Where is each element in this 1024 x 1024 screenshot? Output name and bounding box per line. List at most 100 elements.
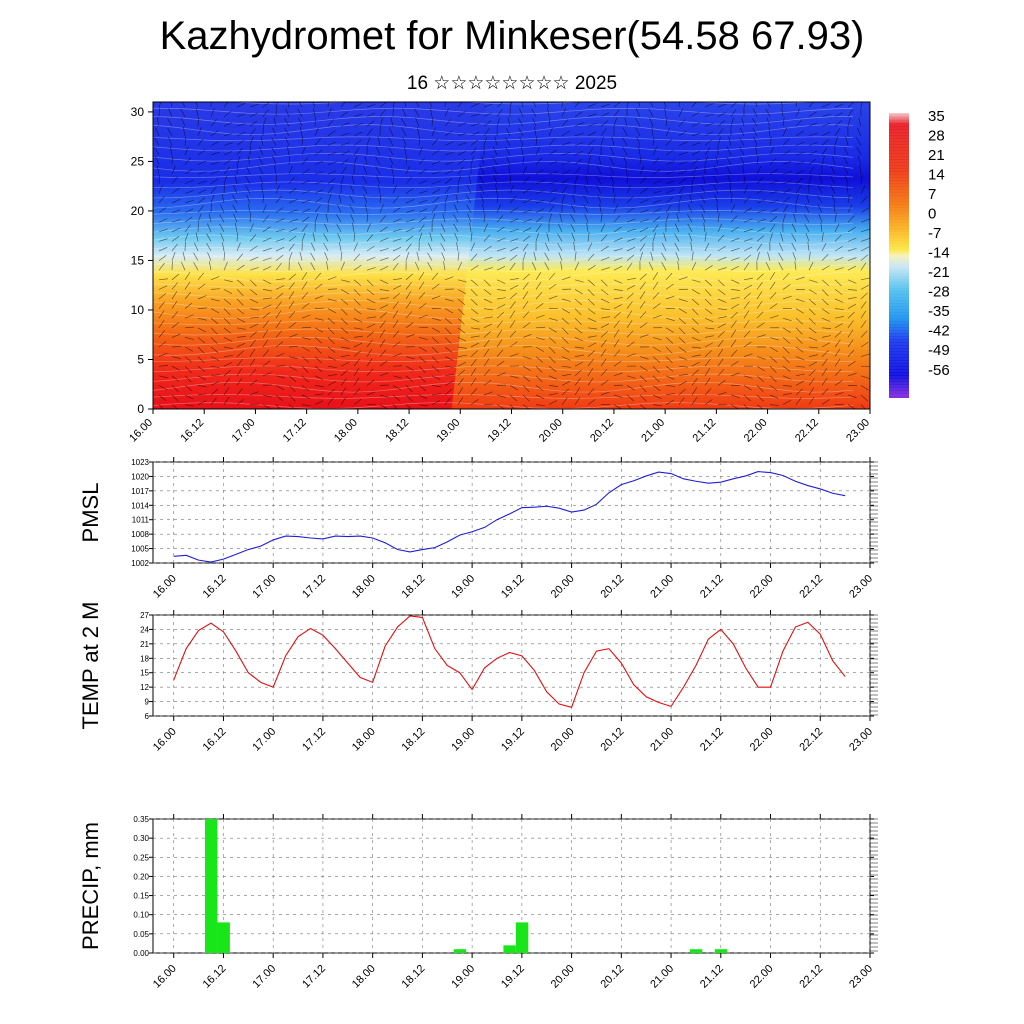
wind-barb [340,361,350,367]
wind-barb [756,177,764,185]
precip-bar [217,922,230,953]
wind-barb [782,392,792,396]
wind-barb [262,204,267,213]
x-tick-label: 16.12 [201,726,229,754]
wind-barb [223,251,226,261]
wind-barb [561,194,566,204]
wind-barb [600,267,610,271]
wind-barb [492,156,498,165]
wind-barb [301,216,310,223]
wind-barb [197,337,206,344]
wind-barb [288,385,296,393]
wind-barb [366,223,371,232]
wind-barb [804,204,810,213]
wind-barb [349,204,355,213]
wind-barb [626,320,633,328]
wind-barb [638,146,641,156]
wind-barb [704,155,708,165]
wind-barb [169,146,173,156]
wind-barb [769,232,773,242]
wind-barb [795,169,805,175]
wind-barb [236,113,246,117]
wind-barb [275,352,285,357]
wind-barb [349,195,355,204]
wind-barb [509,341,518,348]
wind-barb [587,317,597,323]
wind-barb [558,252,563,261]
wind-barb [874,200,882,203]
wind-barb [340,308,348,316]
wind-barb [366,308,376,311]
wind-barb [535,346,544,352]
wind-barb [223,261,228,271]
wind-barb [548,127,554,136]
wind-barb [405,385,413,393]
wind-barb [287,102,290,108]
wind-barb [743,404,749,409]
wind-barb [626,353,636,357]
wind-barb [652,272,659,280]
wind-barb [548,317,558,321]
wind-barb [574,378,581,386]
wind-barb [314,356,322,364]
wind-barb [415,102,420,108]
wind-barb [496,117,501,127]
x-tick-label: 22.12 [797,963,825,991]
wind-barb [756,394,764,402]
x-tick-label: 16.00 [151,573,179,601]
wind-barb [691,346,701,349]
wind-barb [405,219,415,223]
wind-barb [730,117,734,127]
wind-barb [717,103,727,108]
wind-barb [379,237,389,242]
wind-barb [158,352,168,357]
wind-barb [587,399,596,405]
wind-barb [158,365,169,367]
wind-barb [262,289,272,292]
wind-barb [210,317,219,325]
wind-barb [717,308,727,311]
wind-barb [184,281,191,290]
x-tick-label: 21.00 [648,963,676,991]
wind-barb [236,232,239,242]
wind-barb [366,298,376,304]
wind-barb [249,323,259,329]
wind-barb [496,329,503,338]
precip-bar [205,819,218,953]
wind-barb [756,385,764,393]
wind-barb [548,337,557,344]
wind-barb [314,149,323,156]
wind-barb [483,112,493,117]
wind-barb [769,146,775,156]
wind-barb [833,203,836,213]
wind-barb [522,334,532,338]
wind-barb [730,360,739,367]
wind-barb [713,165,719,175]
wind-barb [171,321,180,329]
wind-barb [874,243,879,251]
wind-barb [171,356,181,359]
wind-barb [726,146,732,156]
wind-barb [791,223,797,232]
wind-barb [574,361,584,367]
wind-barb [247,155,251,165]
wind-barb [522,235,531,242]
wind-barb [522,311,530,319]
wind-barb [600,323,610,329]
wind-barb [704,113,714,117]
wind-barb [713,185,719,194]
wind-barb [677,261,680,271]
wind-barb [210,161,220,165]
y-tick-label: 1005 [131,545,149,554]
wind-barb [665,295,675,300]
wind-barb [587,253,595,261]
wind-barb [570,214,576,223]
wind-barb [496,226,505,233]
wind-barb [310,252,316,261]
wind-barb [340,132,350,137]
wind-barb [457,337,467,342]
wind-barb [769,394,779,399]
wind-barb [548,283,557,290]
wind-barb [756,375,764,383]
wind-barb [613,237,623,242]
